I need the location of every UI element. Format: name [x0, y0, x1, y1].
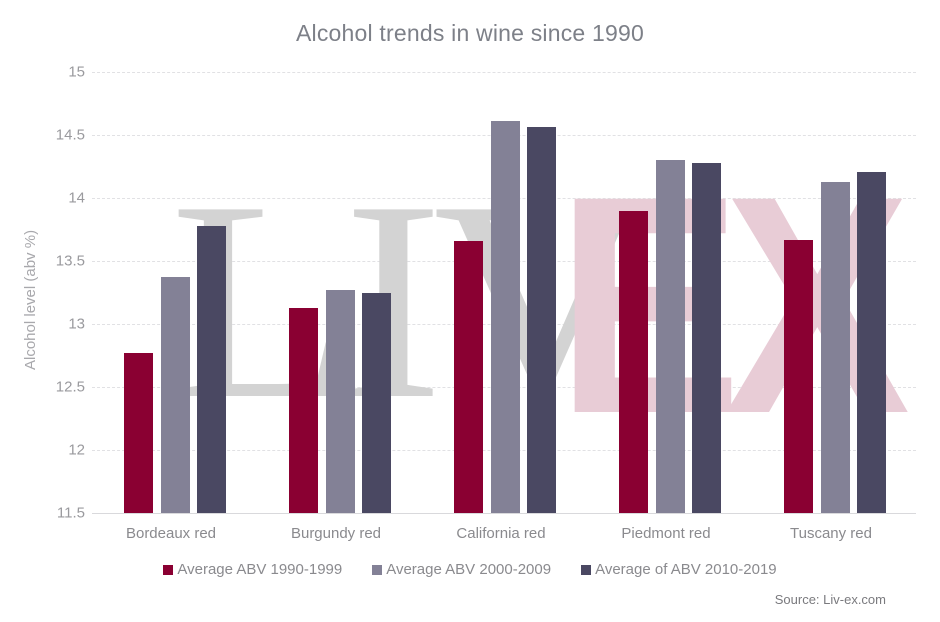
bar[interactable]	[655, 160, 685, 513]
bar[interactable]	[197, 225, 226, 513]
bar[interactable]	[619, 210, 648, 513]
bar[interactable]	[124, 352, 153, 513]
bar[interactable]	[692, 162, 721, 513]
source-note: Source: Liv-ex.com	[774, 592, 886, 607]
bar[interactable]	[289, 307, 318, 513]
y-tick-label: 13	[68, 315, 85, 333]
y-axis-label: Alcohol level (abv %)	[22, 229, 39, 370]
x-tick-label: Bordeaux red	[125, 525, 217, 542]
bar[interactable]	[325, 289, 355, 513]
legend-swatch-icon	[163, 564, 174, 575]
y-tick-label: 14.5	[55, 126, 85, 144]
y-tick-label: 12.5	[55, 378, 85, 396]
x-tick-label: California red	[456, 525, 546, 542]
bar[interactable]	[490, 121, 520, 513]
x-tick-label: Piedmont red	[621, 525, 711, 542]
legend-swatch-icon	[372, 564, 383, 575]
bar[interactable]	[160, 277, 190, 513]
legend-item[interactable]: Average of ABV 2010-2019	[581, 561, 777, 578]
watermark-liv: LIV	[170, 142, 650, 458]
y-tick-label: 15	[68, 63, 85, 81]
chart-title: Alcohol trends in wine since 1990	[296, 20, 644, 46]
bar[interactable]	[454, 240, 483, 513]
legend-item[interactable]: Average ABV 1990-1999	[163, 561, 342, 578]
legend-label: Average ABV 1990-1999	[177, 561, 343, 578]
y-tick-label: 11.5	[56, 504, 85, 522]
legend-label: Average of ABV 2010-2019	[595, 561, 777, 578]
bar[interactable]	[820, 181, 850, 513]
x-tick-label: Burgundy red	[290, 525, 382, 542]
bar[interactable]	[527, 127, 556, 513]
legend-label: Average ABV 2000-2009	[386, 561, 552, 578]
x-tick-label: Tuscany red	[790, 525, 872, 542]
legend-swatch-icon	[581, 564, 592, 575]
y-tick-label: 14	[68, 189, 85, 207]
bar[interactable]	[857, 171, 886, 513]
bar[interactable]	[784, 239, 813, 513]
gridline	[92, 72, 916, 73]
y-tick-label: 13.5	[55, 252, 85, 270]
bar[interactable]	[362, 292, 391, 513]
legend: Average ABV 1990-1999 Average ABV 2000-20…	[0, 561, 940, 578]
gridline	[92, 513, 916, 514]
y-tick-label: 12	[68, 441, 85, 459]
legend-item[interactable]: Average ABV 2000-2009	[372, 561, 551, 578]
